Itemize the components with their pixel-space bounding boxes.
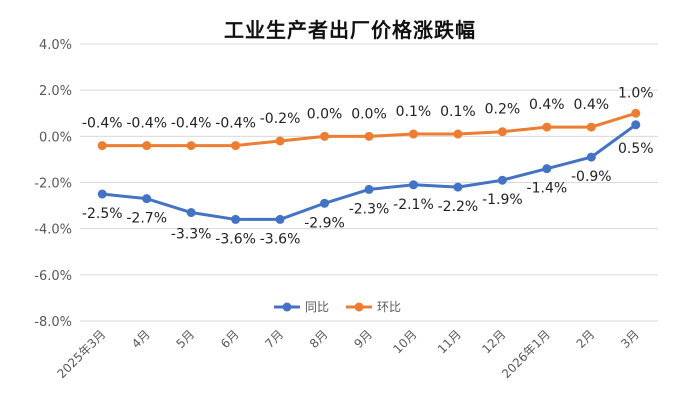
data-point <box>408 129 418 139</box>
data-label: 0.0% <box>351 106 387 122</box>
data-label: 0.1% <box>440 104 476 120</box>
data-point <box>142 194 152 204</box>
data-point <box>542 164 552 174</box>
data-label: 0.1% <box>396 104 432 120</box>
data-label: 0.4% <box>529 97 565 113</box>
data-point <box>542 122 552 132</box>
x-tick-label: 9月 <box>351 327 375 351</box>
data-point <box>364 131 374 141</box>
data-point <box>142 141 152 151</box>
data-label: -2.5% <box>82 206 123 222</box>
chart-title: 工业生产者出厂价格涨跌幅 <box>224 18 476 42</box>
data-point <box>364 184 374 194</box>
data-point <box>586 122 596 132</box>
y-tick-label: 0.0% <box>39 130 72 145</box>
x-tick-label: 6月 <box>218 327 242 351</box>
x-tick-label: 11月 <box>435 327 464 356</box>
data-point <box>320 131 330 141</box>
data-label: 1.0% <box>618 85 654 101</box>
y-tick-label: -8.0% <box>34 315 72 330</box>
data-point <box>186 208 196 218</box>
x-tick-label: 12月 <box>479 327 508 356</box>
x-tick-label: 5月 <box>173 327 197 351</box>
data-label: -1.9% <box>482 192 523 208</box>
data-point <box>97 189 107 199</box>
data-point <box>497 175 507 185</box>
data-point <box>320 198 330 208</box>
x-tick-label: 7月 <box>262 327 286 351</box>
x-tick-label: 8月 <box>307 327 331 351</box>
legend-label: 环比 <box>377 300 401 314</box>
data-point <box>586 152 596 162</box>
data-point <box>231 214 241 224</box>
data-label: -0.9% <box>571 169 612 185</box>
data-label: -0.4% <box>82 116 123 132</box>
legend-label: 同比 <box>305 300 329 314</box>
data-point <box>275 136 285 146</box>
data-label: -2.9% <box>304 215 345 231</box>
y-tick-label: -6.0% <box>34 269 72 284</box>
data-label: -0.4% <box>171 116 212 132</box>
data-label: -1.4% <box>527 181 568 197</box>
data-label: -3.3% <box>171 227 212 243</box>
data-point <box>408 180 418 190</box>
data-label: -2.1% <box>393 197 434 213</box>
legend-marker <box>354 302 364 312</box>
y-tick-label: -4.0% <box>34 223 72 238</box>
data-label: -2.3% <box>349 201 390 217</box>
y-tick-label: -2.0% <box>34 177 72 192</box>
x-tick-label: 2月 <box>574 327 598 351</box>
data-point <box>275 214 285 224</box>
x-tick-label: 4月 <box>129 327 153 351</box>
data-label: -2.7% <box>126 211 167 227</box>
x-tick-label: 3月 <box>618 327 642 351</box>
data-label: 0.2% <box>485 102 521 118</box>
data-point <box>631 108 641 118</box>
data-label: 0.5% <box>618 141 654 157</box>
y-tick-label: 2.0% <box>39 84 72 99</box>
data-label: 0.4% <box>574 97 610 113</box>
data-label: -3.6% <box>215 231 256 247</box>
y-tick-label: 4.0% <box>39 38 72 53</box>
data-label: -0.2% <box>260 111 301 127</box>
x-tick-label: 2026年1月 <box>499 327 553 381</box>
data-label: -2.2% <box>438 199 479 215</box>
data-point <box>97 141 107 151</box>
data-label: -0.4% <box>126 116 167 132</box>
data-label: 0.0% <box>307 106 343 122</box>
legend-marker <box>282 302 292 312</box>
data-point <box>453 182 463 192</box>
data-point <box>186 141 196 151</box>
x-tick-label: 10月 <box>390 327 419 356</box>
data-point <box>453 129 463 139</box>
data-label: -0.4% <box>215 116 256 132</box>
x-tick-label: 2025年3月 <box>54 327 108 381</box>
data-point <box>497 127 507 137</box>
data-point <box>631 120 641 130</box>
data-point <box>231 141 241 151</box>
data-label: -3.6% <box>260 231 301 247</box>
